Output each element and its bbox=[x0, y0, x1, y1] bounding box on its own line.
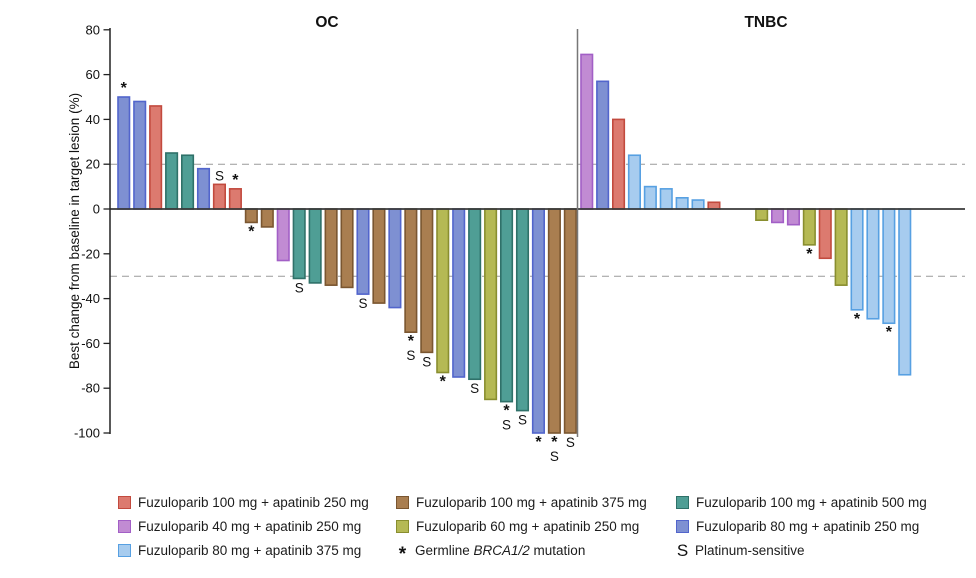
platinum-marker: S bbox=[518, 413, 527, 428]
brca-marker: * bbox=[886, 324, 893, 341]
reference-lines bbox=[110, 163, 965, 277]
brca-asterisk-icon: * bbox=[398, 543, 407, 565]
y-tick-label: 40 bbox=[86, 112, 100, 127]
platinum-marker: S bbox=[470, 381, 479, 396]
legend-column-1: Fuzuloparib 100 mg + apatinib 250 mg Fuzu… bbox=[118, 490, 369, 562]
legend-label: Fuzuloparib 80 mg + apatinib 375 mg bbox=[138, 542, 362, 558]
legend-label: Fuzuloparib 100 mg + apatinib 250 mg bbox=[138, 494, 369, 510]
legend-label: Fuzuloparib 100 mg + apatinib 375 mg bbox=[416, 494, 647, 510]
bars-layer: *S **SS*S S* S*S S* *SS*** bbox=[117, 53, 912, 464]
legend-label: Fuzuloparib 100 mg + apatinib 500 mg bbox=[696, 494, 927, 510]
y-tick-label: -100 bbox=[74, 426, 100, 441]
legend-item: Fuzuloparib 100 mg + apatinib 375 mg bbox=[396, 490, 647, 514]
legend-item: Fuzuloparib 100 mg + apatinib 500 mg bbox=[676, 490, 927, 514]
brca-marker: * bbox=[535, 434, 542, 451]
legend-label: Fuzuloparib 60 mg + apatinib 250 mg bbox=[416, 518, 640, 534]
platinum-marker: S bbox=[215, 168, 224, 183]
legend-label: Fuzuloparib 80 mg + apatinib 250 mg bbox=[696, 518, 920, 534]
legend-swatch-f40a250 bbox=[118, 519, 131, 533]
y-tick-label: 60 bbox=[86, 67, 100, 82]
legend-swatch-f100a375 bbox=[396, 495, 409, 509]
platinum-marker: S bbox=[406, 348, 415, 363]
brca-marker: * bbox=[503, 403, 510, 420]
platinum-marker: S bbox=[295, 280, 304, 295]
brca-marker: * bbox=[232, 172, 239, 189]
legend-label: Germline BRCA1/2 mutation bbox=[415, 542, 586, 558]
platinum-marker: S bbox=[358, 296, 367, 311]
panel-title-oc: OC bbox=[315, 14, 338, 31]
y-axis-label: Best change from baseline in target lesi… bbox=[67, 93, 82, 369]
platinum-marker: S bbox=[566, 435, 575, 450]
panel-title-tnbc: TNBC bbox=[744, 14, 787, 31]
legend-item: S Platinum-sensitive bbox=[676, 538, 927, 562]
y-tick-label: -40 bbox=[81, 291, 100, 306]
platinum-marker: S bbox=[502, 418, 511, 433]
brca-marker: * bbox=[551, 434, 558, 451]
legend-swatch-f100a250 bbox=[118, 495, 131, 509]
legend-item: Fuzuloparib 100 mg + apatinib 250 mg bbox=[118, 490, 369, 514]
legend-item: Fuzuloparib 80 mg + apatinib 250 mg bbox=[676, 514, 927, 538]
brca-marker: * bbox=[248, 223, 255, 240]
platinum-marker: S bbox=[550, 449, 559, 464]
platinum-sensitive-s-icon: S bbox=[676, 540, 689, 560]
y-tick-label: 20 bbox=[86, 157, 100, 172]
legend-item: Fuzuloparib 80 mg + apatinib 375 mg bbox=[118, 538, 369, 562]
brca-marker: * bbox=[806, 246, 813, 263]
legend-swatch-f100a500 bbox=[676, 495, 689, 509]
y-tick-label: -80 bbox=[81, 381, 100, 396]
y-tick-label: 80 bbox=[86, 22, 100, 37]
legend-item: Fuzuloparib 60 mg + apatinib 250 mg bbox=[396, 514, 647, 538]
brca-marker: * bbox=[408, 333, 415, 350]
brca-marker: * bbox=[121, 80, 128, 97]
legend-label: Platinum-sensitive bbox=[695, 542, 805, 558]
legend-swatch-f60a250 bbox=[396, 519, 409, 533]
legend-column-2: Fuzuloparib 100 mg + apatinib 375 mg Fuzu… bbox=[396, 490, 647, 565]
legend-item: Fuzuloparib 40 mg + apatinib 250 mg bbox=[118, 514, 369, 538]
legend-swatch-f80a250 bbox=[676, 519, 689, 533]
legend-item: * Germline BRCA1/2 mutation bbox=[396, 538, 647, 565]
brca-marker: * bbox=[440, 374, 447, 391]
y-tick-label: 0 bbox=[93, 202, 100, 217]
platinum-marker: S bbox=[422, 354, 431, 369]
legend-column-3: Fuzuloparib 100 mg + apatinib 500 mg Fuzu… bbox=[676, 490, 927, 562]
axes-layer: 80 60 40 20 0 -20 -40 -60 -80 -100 bbox=[74, 22, 965, 441]
brca-marker: * bbox=[854, 311, 861, 328]
legend-swatch-f80a375 bbox=[118, 543, 131, 557]
legend-label: Fuzuloparib 40 mg + apatinib 250 mg bbox=[138, 518, 362, 534]
y-tick-label: -60 bbox=[81, 336, 100, 351]
y-tick-label: -20 bbox=[81, 246, 100, 261]
